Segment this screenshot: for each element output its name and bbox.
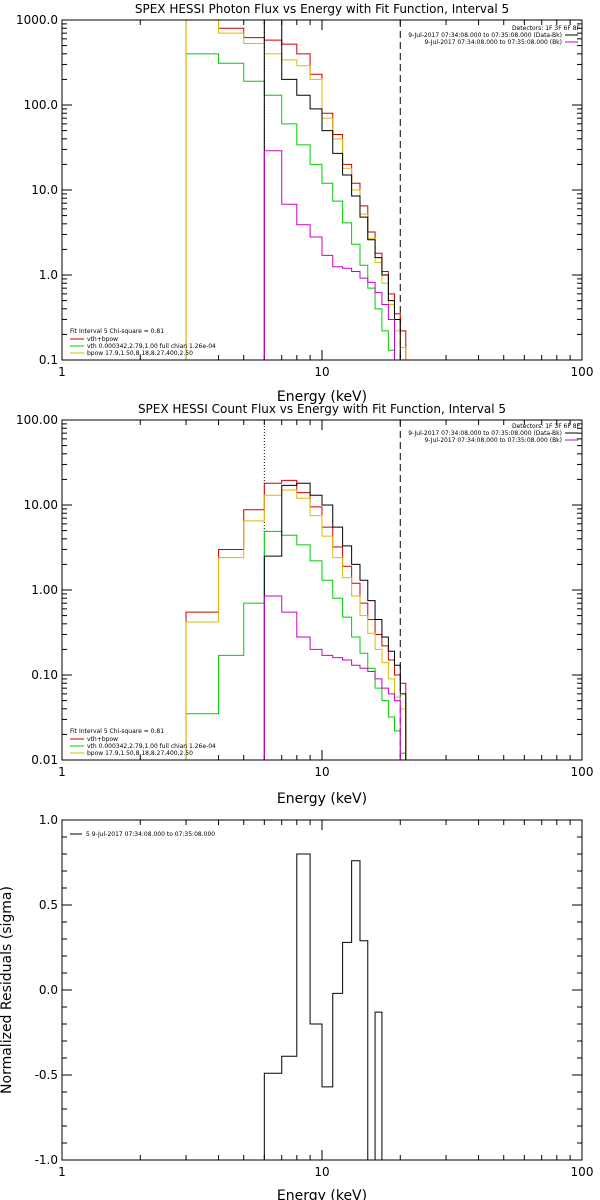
info-detectors: Detectors: 1F 3F 6F 8F (512, 25, 581, 32)
legend: Fit Interval 5 Chi-square = 0.81 vth+bpo… (70, 728, 216, 757)
legend-label-residuals: 5 9-Jul-2017 07:34:08.000 to 07:35:08.00… (86, 831, 215, 838)
x-tick-label: 100 (571, 365, 594, 379)
legend-header: Fit Interval 5 Chi-square = 0.81 (70, 728, 164, 735)
plot-area (61, 819, 583, 1161)
info-data-bk: 9-Jul-2017 07:34:08.000 to 07:35:08.000 … (408, 32, 562, 39)
x-tick-label: 10 (314, 1165, 329, 1179)
legend-header: Fit Interval 5 Chi-square = 0.81 (70, 328, 164, 335)
legend: Fit Interval 5 Chi-square = 0.81 vth+bpo… (70, 328, 216, 357)
y-tick-label: 0.0 (39, 983, 58, 997)
y-tick-labels: -1.0 -0.5 0.0 0.5 1.0 (35, 813, 58, 1167)
plot-frame (61, 419, 583, 761)
plot-frame (61, 19, 583, 361)
plot-area (61, 19, 583, 361)
plot-frame (61, 819, 583, 1161)
series-5-line (263, 853, 383, 1161)
x-axis-label: Energy (keV) (277, 791, 367, 807)
info-bk: 9-Jul-2017 07:34:08.000 to 07:35:08.000 … (424, 39, 562, 46)
x-tick-label: 10 (314, 765, 329, 779)
residuals-panel: 1 10 100 -1.0 -0.5 0.0 0.5 1.0 Energy (keV) No… (0, 813, 593, 1200)
legend: 5 9-Jul-2017 07:34:08.000 to 07:35:08.00… (70, 831, 215, 838)
x-tick-label: 100 (571, 1165, 594, 1179)
info-data-bk: 9-Jul-2017 07:34:08.000 to 07:35:08.000 … (408, 430, 562, 437)
y-tick-label: 1.0 (39, 268, 58, 282)
info-bk: 9-Jul-2017 07:34:08.000 to 07:35:08.000 … (424, 437, 562, 444)
series-bk-line (263, 150, 401, 361)
series-bpow-line (185, 489, 407, 760)
info-block: Detectors: 1F 3F 6F 8F 9-Jul-2017 07:34:… (408, 25, 580, 46)
y-tick-label: -0.5 (35, 1068, 58, 1082)
info-block: Detectors: 1F 3F 6F 8F 9-Jul-2017 07:34:… (408, 423, 580, 444)
x-tick-label: 10 (314, 365, 329, 379)
series-vth-plus-bpow-line (185, 19, 407, 360)
y-tick-label: -1.0 (35, 1153, 58, 1167)
y-tick-label: 10.00 (24, 498, 58, 512)
info-detectors: Detectors: 1F 3F 6F 8F (512, 423, 581, 430)
y-tick-label: 100.00 (16, 413, 58, 427)
y-tick-label: 0.01 (31, 753, 58, 767)
y-tick-label: 1.0 (39, 813, 58, 827)
y-tick-label: 1.00 (31, 583, 58, 597)
plot-area (61, 419, 583, 761)
series-bpow-line (185, 19, 407, 360)
legend-label-bpow: bpow 17.9,1.50,8.18,8.27,400,2.50 (87, 350, 193, 357)
series-data-line (263, 19, 401, 360)
x-tick-labels: 1 10 100 (58, 365, 593, 379)
x-axis-label: Energy (keV) (277, 1188, 367, 1200)
y-tick-label: 100.0 (24, 98, 58, 112)
y-tick-labels: 0.1 1.0 10.0 100.0 1000.0 (16, 13, 58, 367)
legend-label-total: vth+bpow (87, 736, 118, 743)
y-tick-label: 1000.0 (16, 13, 58, 27)
series-data-line (263, 482, 407, 760)
x-tick-label: 1 (58, 365, 66, 379)
x-tick-labels: 1 10 100 (58, 765, 593, 779)
chart-title: SPEX HESSI Count Flux vs Energy with Fit… (138, 402, 506, 416)
x-tick-labels: 1 10 100 (58, 1165, 593, 1179)
x-tick-label: 1 (58, 1165, 66, 1179)
y-tick-label: 0.10 (31, 668, 58, 682)
series-vth-line (185, 53, 406, 361)
legend-label-vth: vth 0.000342,2.79,1.00 full chian 1.26e-… (87, 743, 216, 750)
y-tick-label: 0.5 (39, 898, 58, 912)
x-tick-label: 100 (571, 765, 594, 779)
y-tick-label: 0.1 (39, 353, 58, 367)
legend-label-total: vth+bpow (87, 336, 118, 343)
x-axis-label: Energy (keV) (277, 389, 367, 405)
chart-title: SPEX HESSI Photon Flux vs Energy with Fi… (135, 2, 509, 16)
y-axis-label: Normalized Residuals (sigma) (0, 886, 15, 1094)
y-tick-labels: 0.01 0.10 1.00 10.00 100.00 (16, 413, 58, 767)
x-tick-label: 1 (58, 765, 66, 779)
count-flux-panel: SPEX HESSI Count Flux vs Energy with Fit… (16, 402, 593, 807)
series-bk-line (263, 595, 406, 761)
photon-flux-panel: SPEX HESSI Photon Flux vs Energy with Fi… (16, 2, 593, 405)
y-tick-label: 10.0 (31, 183, 58, 197)
legend-label-bpow: bpow 17.9,1.50,8.18,8.27,400,2.50 (87, 750, 193, 757)
legend-label-vth: vth 0.000342,2.79,1.00 full chian 1.26e-… (87, 343, 216, 350)
